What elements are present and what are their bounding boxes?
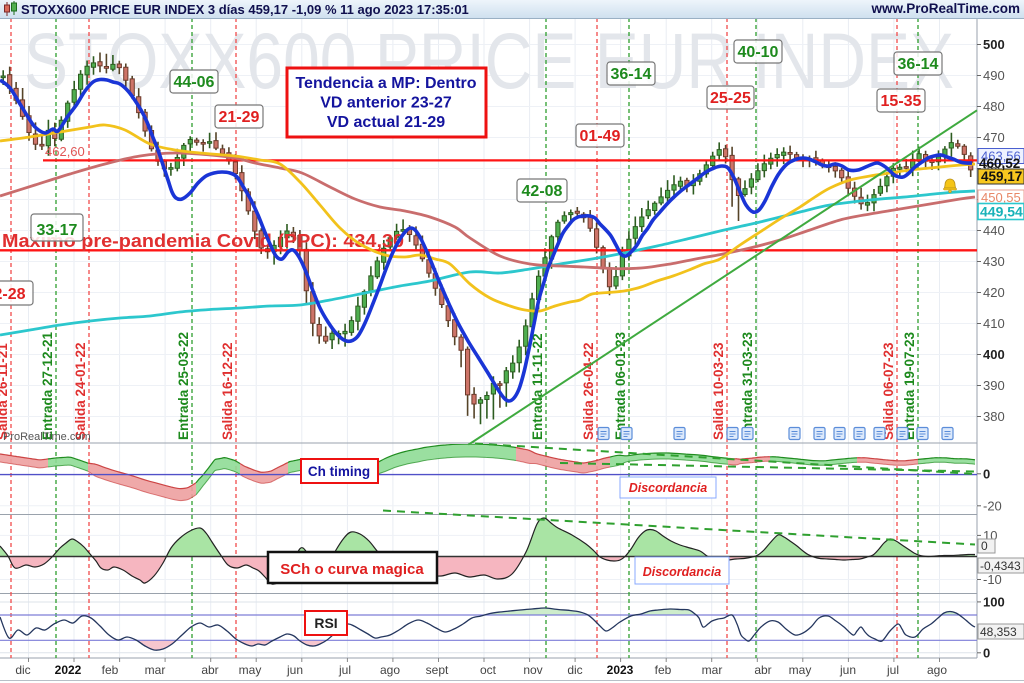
svg-text:Salida 16-12-22: Salida 16-12-22: [220, 342, 235, 440]
svg-text:410: 410: [983, 316, 1005, 331]
svg-text:0: 0: [981, 539, 988, 553]
svg-text:0: 0: [983, 645, 990, 660]
svg-text:36-14: 36-14: [898, 56, 939, 73]
svg-text:25-25: 25-25: [710, 90, 751, 107]
svg-text:470: 470: [983, 130, 1005, 145]
svg-text:Salida 10-03-23: Salida 10-03-23: [711, 342, 726, 440]
svg-text:Salida 26-04-22: Salida 26-04-22: [581, 342, 596, 440]
svg-text:abr: abr: [201, 663, 218, 677]
svg-text:mar: mar: [702, 663, 723, 677]
svg-text:nov: nov: [523, 663, 542, 677]
svg-text:36-14: 36-14: [611, 66, 652, 83]
svg-text:oct: oct: [480, 663, 497, 677]
svg-text:449,54: 449,54: [980, 204, 1023, 220]
svg-text:Entrada 06-01-23: Entrada 06-01-23: [613, 331, 628, 440]
svg-text:460,52: 460,52: [979, 156, 1020, 171]
svg-text:Ch timing: Ch timing: [308, 464, 370, 479]
svg-text:01-49: 01-49: [580, 128, 621, 145]
svg-text:430: 430: [983, 254, 1005, 269]
svg-text:Entrada 31-03-23: Entrada 31-03-23: [740, 331, 755, 440]
svg-text:-0,4343: -0,4343: [980, 559, 1021, 573]
svg-text:463,56: 463,56: [981, 149, 1021, 164]
svg-text:390: 390: [983, 378, 1005, 393]
svg-text:ago: ago: [380, 663, 400, 677]
svg-text:Entrada 25-03-22: Entrada 25-03-22: [176, 332, 191, 440]
svg-text:42-08: 42-08: [522, 183, 563, 200]
svg-text:440: 440: [983, 223, 1005, 238]
svg-text:RSI: RSI: [314, 615, 337, 631]
svg-text:may: may: [789, 663, 812, 677]
svg-text:jun: jun: [839, 663, 856, 677]
svg-text:ago: ago: [927, 663, 947, 677]
svg-text:0: 0: [983, 466, 990, 481]
svg-text:STOXX600 PRICE EUR INDEX: STOXX600 PRICE EUR INDEX: [24, 16, 954, 105]
svg-text:459,17: 459,17: [981, 169, 1022, 184]
svg-text:21-29: 21-29: [219, 109, 260, 126]
svg-text:380: 380: [983, 409, 1005, 424]
svg-text:jul: jul: [338, 663, 351, 677]
svg-text:100: 100: [983, 594, 1005, 609]
svg-text:33-17: 33-17: [37, 222, 78, 239]
svg-text:jul: jul: [886, 663, 899, 677]
svg-text:15-35: 15-35: [881, 93, 922, 110]
svg-text:462,60: 462,60: [45, 144, 85, 159]
svg-text:Entrada 19-07-23: Entrada 19-07-23: [902, 331, 917, 440]
svg-text:44-06: 44-06: [174, 74, 215, 91]
svg-text:400: 400: [983, 347, 1005, 362]
svg-text:Entrada 27-12-21: Entrada 27-12-21: [40, 331, 55, 440]
svg-text:Salida 26-11-21: Salida 26-11-21: [0, 343, 10, 440]
svg-text:Tendencia a MP: Dentro: Tendencia a MP: Dentro: [295, 75, 476, 92]
svg-text:500: 500: [983, 37, 1005, 52]
svg-text:48,353: 48,353: [980, 625, 1017, 639]
svg-text:dic: dic: [15, 663, 30, 677]
svg-text:-20: -20: [983, 498, 1002, 513]
svg-text:450,55: 450,55: [981, 190, 1021, 205]
svg-text:Maximo pre-pandemia Covid (PPC: Maximo pre-pandemia Covid (PPC): 434,30: [2, 230, 404, 251]
svg-text:abr: abr: [754, 663, 771, 677]
svg-text:2023: 2023: [607, 663, 634, 677]
svg-text:Salida 24-01-22: Salida 24-01-22: [73, 342, 88, 440]
svg-text:420: 420: [983, 285, 1005, 300]
svg-text:feb: feb: [102, 663, 119, 677]
svg-text:480: 480: [983, 99, 1005, 114]
svg-text:2-28: 2-28: [0, 286, 26, 303]
svg-text:ProRealTime.com: ProRealTime.com: [3, 431, 91, 443]
svg-text:2022: 2022: [55, 663, 82, 677]
svg-text:490: 490: [983, 68, 1005, 83]
svg-text:Discordancia: Discordancia: [629, 481, 708, 495]
svg-text:dic: dic: [567, 663, 582, 677]
svg-text:Entrada 11-11-22: Entrada 11-11-22: [530, 333, 545, 440]
svg-text:mar: mar: [145, 663, 166, 677]
svg-text:-10: -10: [983, 572, 1002, 587]
svg-text:feb: feb: [655, 663, 672, 677]
svg-text:40-10: 40-10: [738, 44, 779, 61]
svg-text:may: may: [239, 663, 262, 677]
svg-text:Salida 06-07-23: Salida 06-07-23: [881, 342, 896, 440]
svg-text:Discordancia: Discordancia: [643, 565, 722, 579]
svg-text:sept: sept: [426, 663, 449, 677]
svg-text:VD anterior 23-27: VD anterior 23-27: [320, 95, 452, 112]
svg-text:jun: jun: [286, 663, 303, 677]
svg-text:VD actual 21-29: VD actual 21-29: [327, 114, 445, 131]
svg-text:SCh o curva magica: SCh o curva magica: [280, 561, 424, 578]
